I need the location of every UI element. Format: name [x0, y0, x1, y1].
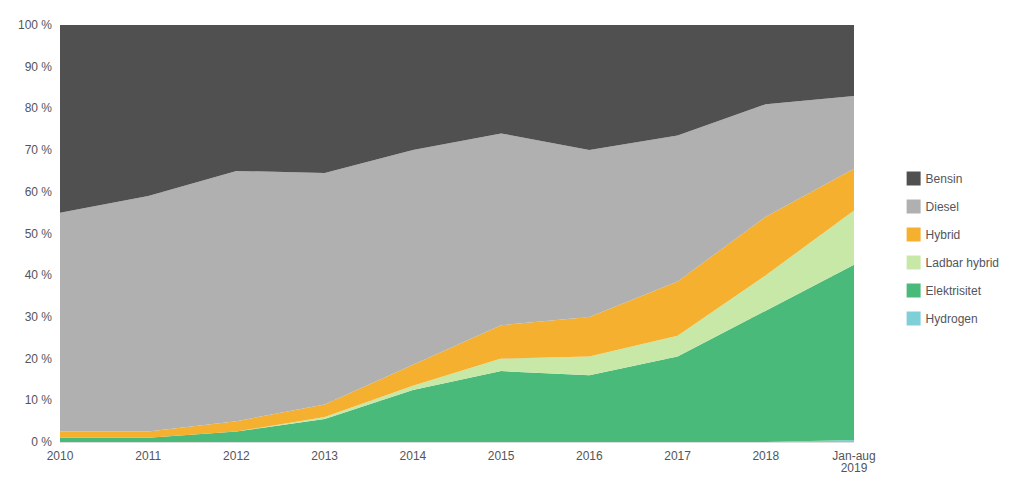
svg-text:20 %: 20 % [25, 352, 53, 366]
svg-text:0 %: 0 % [31, 435, 52, 449]
svg-text:Ladbar hybrid: Ladbar hybrid [926, 256, 999, 270]
svg-text:30 %: 30 % [25, 310, 53, 324]
svg-text:10 %: 10 % [25, 393, 53, 407]
svg-text:2016: 2016 [576, 449, 603, 463]
svg-text:2019: 2019 [841, 461, 868, 475]
svg-text:40 %: 40 % [25, 268, 53, 282]
svg-text:Hydrogen: Hydrogen [926, 312, 978, 326]
svg-text:2018: 2018 [752, 449, 779, 463]
svg-text:Bensin: Bensin [926, 172, 963, 186]
svg-text:100 %: 100 % [18, 18, 52, 32]
svg-text:2010: 2010 [47, 449, 74, 463]
svg-text:2014: 2014 [400, 449, 427, 463]
svg-text:Diesel: Diesel [926, 200, 959, 214]
svg-text:Jan-aug: Jan-aug [832, 449, 876, 463]
svg-text:90 %: 90 % [25, 60, 53, 74]
svg-text:Elektrisitet: Elektrisitet [926, 284, 982, 298]
svg-text:2011: 2011 [135, 449, 161, 463]
svg-text:2015: 2015 [488, 449, 515, 463]
svg-text:2013: 2013 [311, 449, 338, 463]
svg-text:2012: 2012 [223, 449, 250, 463]
svg-text:Hybrid: Hybrid [926, 228, 961, 242]
svg-text:70 %: 70 % [25, 143, 53, 157]
svg-text:80 %: 80 % [25, 101, 53, 115]
svg-text:2017: 2017 [664, 449, 691, 463]
svg-text:60 %: 60 % [25, 185, 53, 199]
svg-text:50 %: 50 % [25, 227, 53, 241]
